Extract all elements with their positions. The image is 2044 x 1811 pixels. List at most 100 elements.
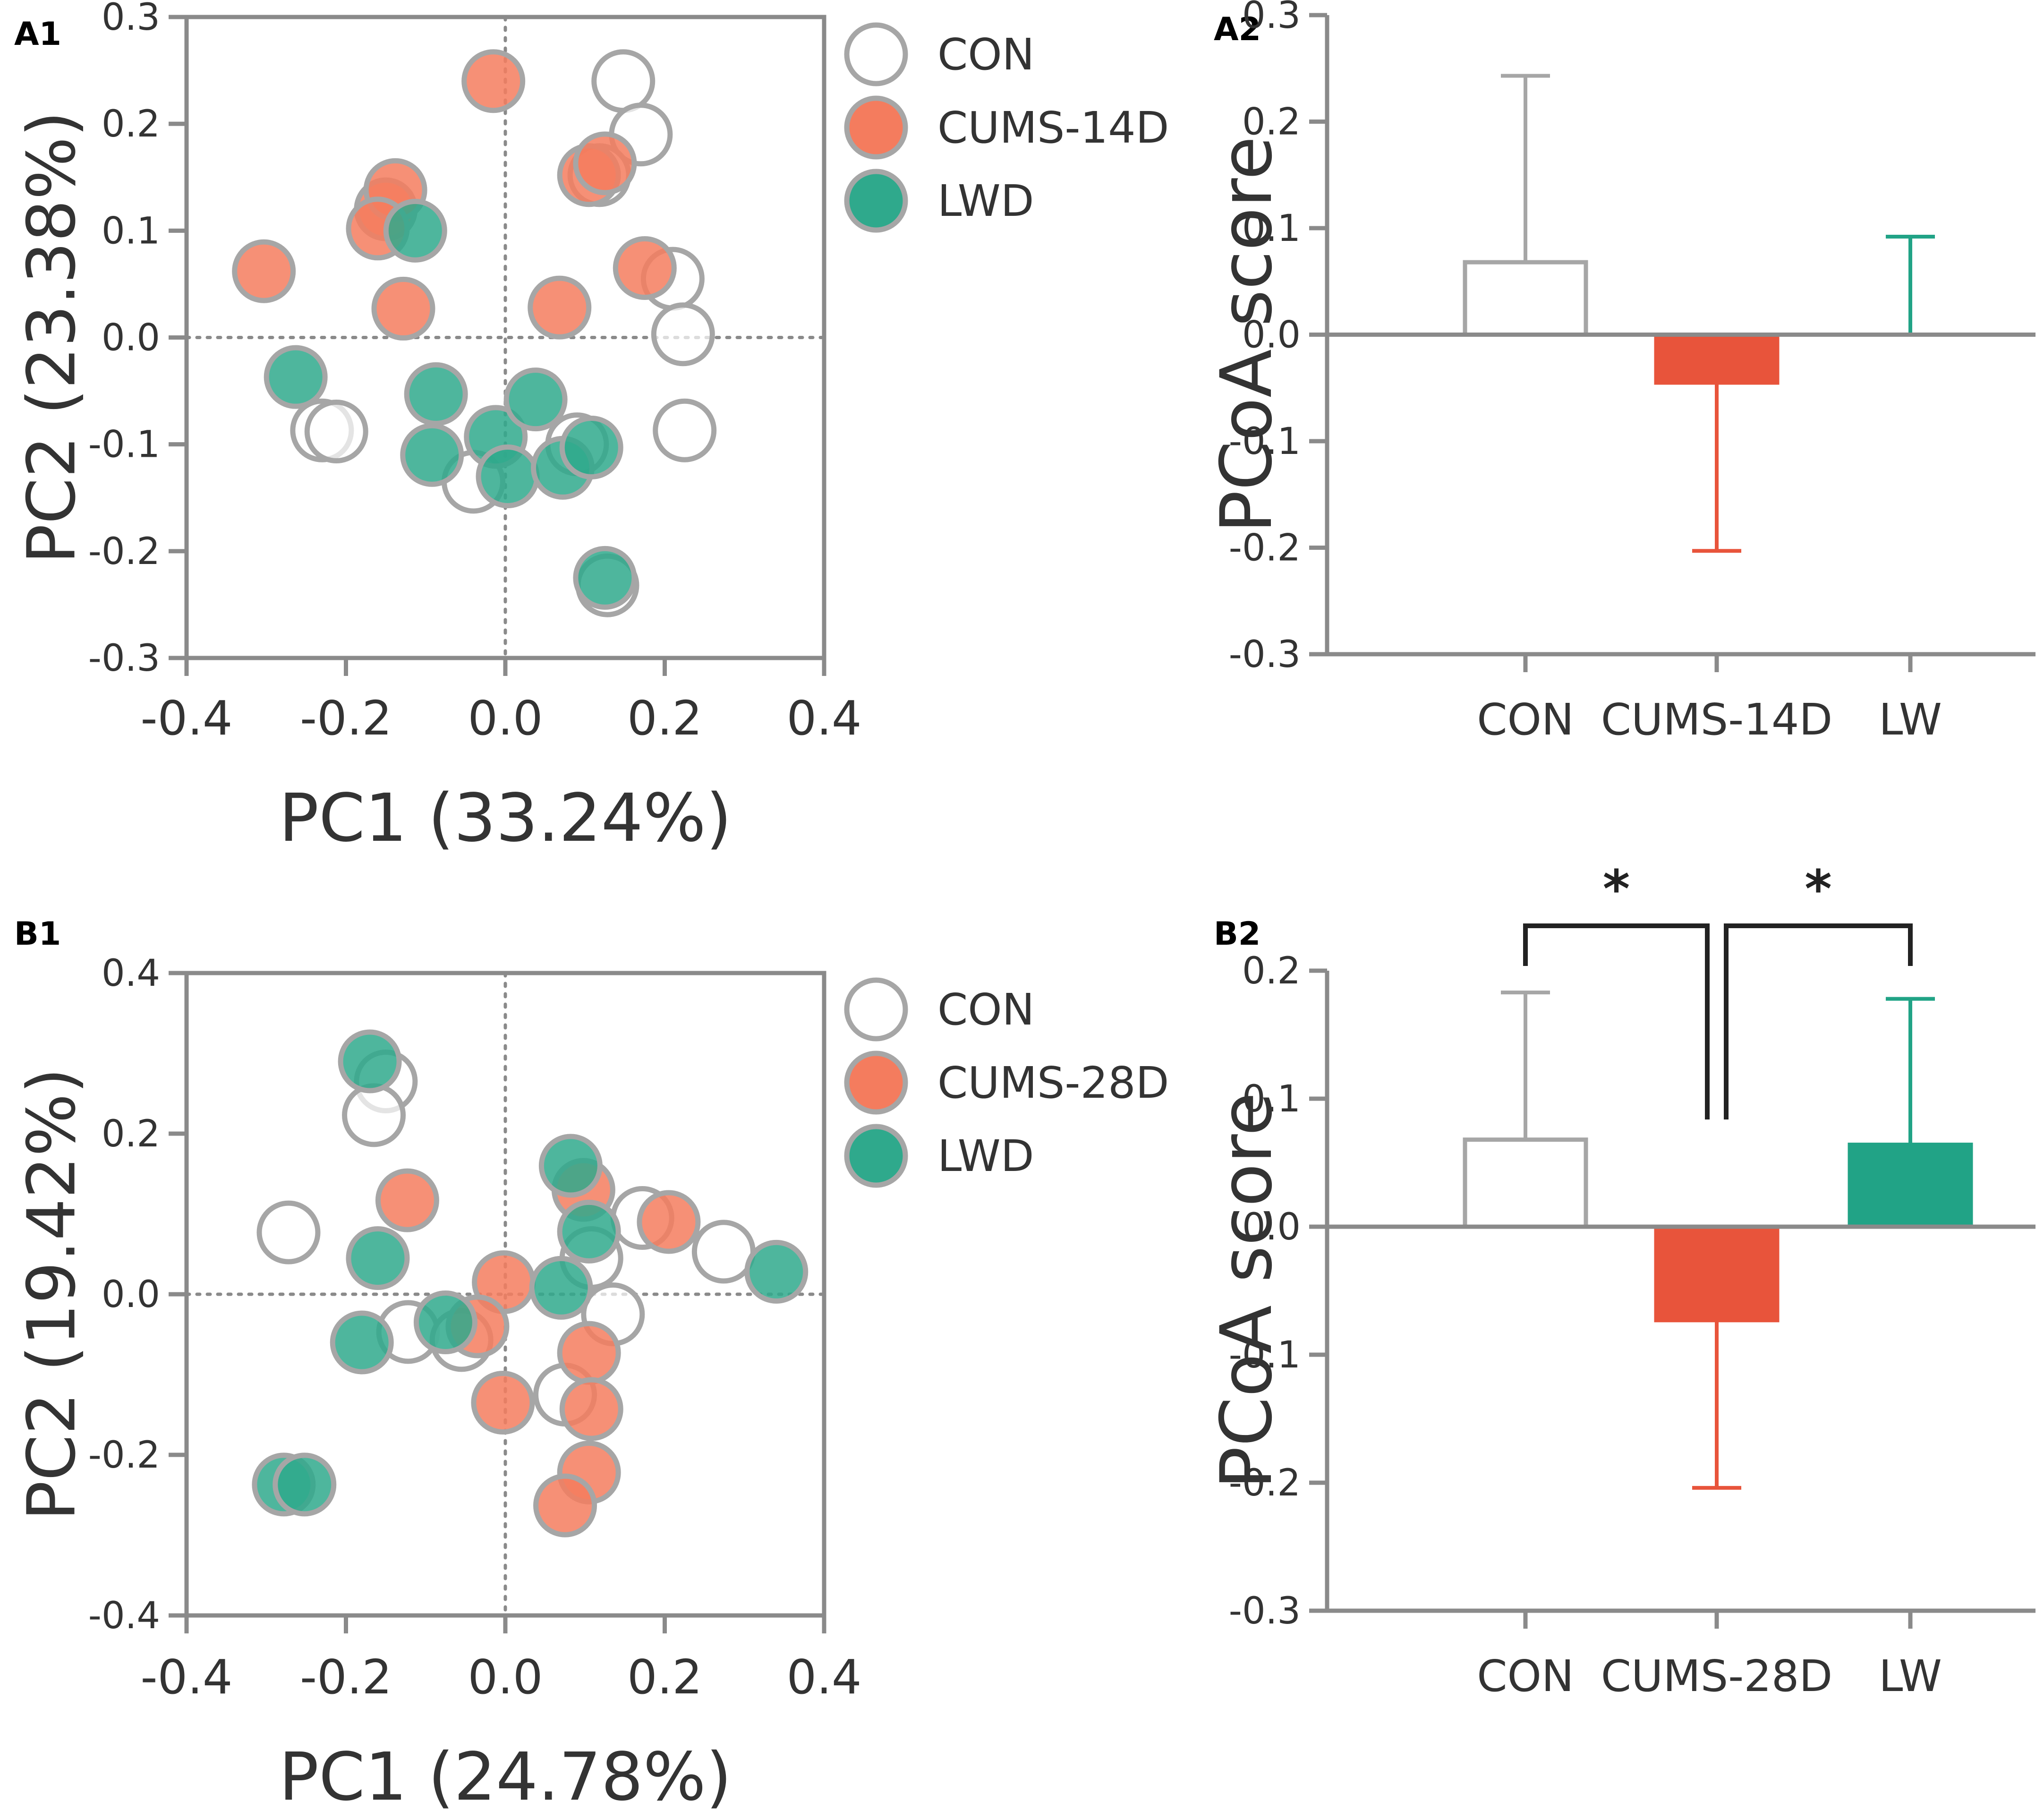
- significance-bracket: [1523, 923, 1710, 1119]
- panel-label: A1: [14, 16, 61, 53]
- legend-label: CUMS-28D: [937, 1058, 1169, 1108]
- data-point-lwd: [338, 1029, 402, 1093]
- data-point-lwd: [744, 1239, 809, 1304]
- bar-panel-b2: B2 -0.3 -0.2 -0.1 0.0 0.1 0.2 CON CUMS-28D LW PCoA…: [1206, 859, 2035, 1701]
- data-point-lwd: [413, 1290, 477, 1354]
- bar-cums-28d: [1654, 1224, 1780, 1323]
- data-point-cums-14d: [232, 239, 296, 303]
- x-tick-label: 0.2: [627, 1649, 702, 1705]
- legend-label: CON: [937, 984, 1034, 1035]
- data-point-lwd: [559, 415, 623, 479]
- y-tick-label: -0.3: [88, 637, 160, 680]
- bar-panel-a2: A2 -0.3 -0.2 -0.1 0.0 0.1 0.2 0.3 CON CUMS-14D LW P…: [1206, 0, 2035, 745]
- y-tick-label: -0.2: [1229, 527, 1301, 570]
- data-point-cums-14d: [371, 276, 435, 341]
- scatter-panel-a1: A1 -0.3 -0.2 -0.1 0.0 0.1 0.2 0.3 -0.4 -0.2 0.0 0.2…: [14, 0, 1169, 857]
- panel-label: B2: [1214, 915, 1260, 953]
- data-point-lwd: [538, 1134, 603, 1198]
- y-tick-label: -0.1: [1229, 420, 1301, 463]
- x-tick-label: 0.4: [786, 1649, 861, 1705]
- data-point-lwd: [400, 423, 464, 487]
- data-point-con: [256, 1200, 321, 1264]
- x-tick-label: 0.4: [786, 691, 861, 746]
- bar-cums-14d: [1654, 333, 1780, 385]
- y-tick-label: 0.1: [1242, 1078, 1301, 1120]
- y-tick-label: -0.4: [88, 1595, 160, 1637]
- data-point-lwd: [557, 1199, 621, 1264]
- x-tick-label: -0.4: [140, 691, 232, 746]
- y-axis-title: PCoA score: [1206, 136, 1288, 533]
- legend-marker-con: [844, 977, 908, 1042]
- panel-label: B1: [14, 915, 61, 953]
- data-point-con: [304, 400, 368, 464]
- x-tick-label: -0.2: [300, 1649, 392, 1705]
- y-tick-label: 0.2: [102, 1113, 160, 1155]
- data-point-con: [651, 302, 715, 367]
- y-tick-label: 0.3: [102, 0, 160, 39]
- y-tick-label: 0.0: [1242, 314, 1301, 357]
- y-tick-label: -0.2: [1229, 1462, 1301, 1504]
- y-tick-label: -0.3: [1229, 633, 1301, 676]
- y-axis-title: PC2 (23.38%): [14, 111, 91, 564]
- data-point-cums-28d: [559, 1377, 623, 1441]
- data-point-cums-14d: [613, 236, 677, 300]
- legend-marker-cums-28d: [844, 1051, 908, 1115]
- data-point-cums-14d: [573, 131, 637, 196]
- y-tick-label: 0.1: [1242, 207, 1301, 250]
- y-axis-title: PCoA score: [1206, 1092, 1288, 1489]
- y-tick-label: 0.4: [102, 952, 160, 995]
- y-tick-label: -0.3: [1229, 1590, 1301, 1632]
- category-label: LW: [1879, 694, 1942, 745]
- data-point-con: [342, 1083, 406, 1147]
- data-point-cums-28d: [557, 1321, 621, 1385]
- bar-lw: [1848, 1143, 1973, 1229]
- legend-label: CUMS-14D: [937, 103, 1169, 153]
- data-point-lwd: [476, 444, 540, 509]
- data-point-cums-28d: [533, 1473, 597, 1538]
- data-point-con: [591, 49, 656, 113]
- y-tick-label: -0.2: [88, 530, 160, 573]
- y-tick-label: -0.1: [1229, 1334, 1301, 1376]
- x-tick-label: -0.4: [140, 1649, 232, 1705]
- y-tick-label: -0.1: [88, 424, 160, 466]
- legend-label: LWD: [937, 1131, 1034, 1181]
- data-point-lwd: [404, 362, 468, 426]
- data-point-cums-14d: [461, 49, 526, 113]
- legend-label: LWD: [937, 176, 1034, 226]
- y-tick-label: 0.2: [1242, 950, 1301, 992]
- significance-bracket: [1724, 923, 1913, 1119]
- significance-label: *: [1603, 859, 1630, 919]
- legend-marker-lwd: [844, 169, 908, 233]
- y-tick-label: 0.0: [102, 1273, 160, 1316]
- data-point-lwd: [273, 1452, 337, 1517]
- y-tick-label: 0.2: [102, 103, 160, 145]
- data-point-lwd: [529, 1256, 593, 1320]
- y-axis-title: PC2 (19.42%): [14, 1068, 91, 1521]
- data-point-cums-28d: [637, 1190, 701, 1254]
- significance-label: *: [1805, 859, 1832, 919]
- data-point-lwd: [330, 1310, 394, 1375]
- y-tick-label: 0.0: [1242, 1206, 1301, 1248]
- y-tick-label: 0.2: [1242, 101, 1301, 144]
- legend-label: CON: [937, 29, 1034, 80]
- y-tick-label: -0.2: [88, 1434, 160, 1477]
- x-tick-label: 0.2: [627, 691, 702, 746]
- y-tick-label: 0.3: [1242, 0, 1301, 37]
- x-tick-label: 0.0: [468, 1649, 543, 1705]
- data-point-con: [691, 1220, 756, 1284]
- bar-con: [1463, 260, 1588, 337]
- data-point-lwd: [264, 345, 328, 409]
- x-tick-label: 0.0: [468, 691, 543, 746]
- data-point-con: [653, 398, 717, 462]
- data-point-lwd: [346, 1226, 410, 1290]
- category-label: LW: [1879, 1651, 1942, 1701]
- data-point-cums-28d: [471, 1371, 535, 1435]
- data-point-cums-28d: [375, 1168, 439, 1232]
- y-tick-label: 0.0: [102, 317, 160, 359]
- category-label: CON: [1477, 694, 1574, 745]
- bar-con: [1463, 1137, 1588, 1229]
- category-label: CON: [1477, 1651, 1574, 1701]
- legend-marker-cums-14d: [844, 95, 908, 160]
- data-point-cums-14d: [528, 275, 592, 340]
